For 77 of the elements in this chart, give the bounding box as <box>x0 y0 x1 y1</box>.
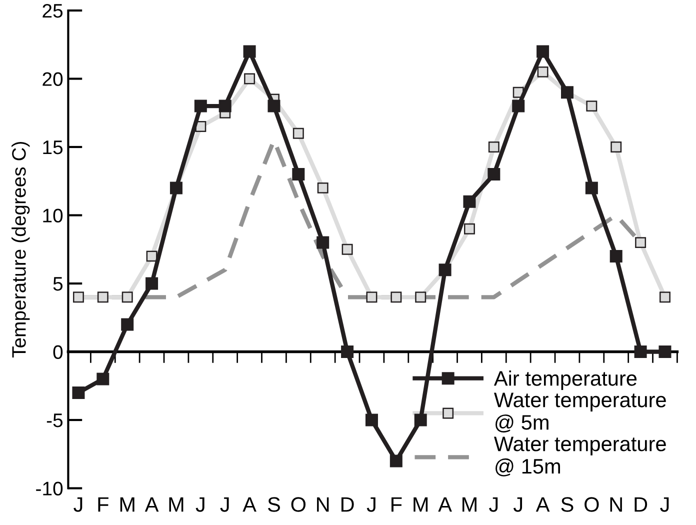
x-tick-label: M <box>462 497 476 512</box>
point <box>537 66 548 78</box>
x-tick-label: A <box>438 497 452 512</box>
x-tick-label: J <box>220 497 229 512</box>
x-tick-label: O <box>584 497 599 512</box>
point <box>122 292 133 303</box>
point <box>72 386 85 399</box>
point <box>488 168 500 181</box>
x-tick-label: A <box>242 497 256 512</box>
x-tick-label: A <box>536 497 550 512</box>
x-tick-label: D <box>634 497 648 512</box>
point <box>585 182 598 194</box>
point <box>610 142 622 152</box>
point <box>72 292 84 303</box>
point <box>317 182 328 194</box>
point <box>342 244 353 255</box>
x-tick-label: S <box>268 497 280 512</box>
point <box>512 100 525 112</box>
x-tick-label: F <box>392 497 402 512</box>
point <box>390 292 402 303</box>
y-axis-title: Temperature (degrees C) <box>12 142 30 358</box>
x-tick-label: N <box>610 497 622 512</box>
point <box>610 250 622 262</box>
x-tick-label: A <box>144 497 159 512</box>
point <box>146 250 158 262</box>
x-tick-label: J <box>366 497 376 512</box>
y-tick-label: 20 <box>42 72 63 86</box>
point <box>194 100 207 112</box>
y-tick-label: -10 <box>36 482 63 496</box>
point <box>218 100 232 112</box>
x-tick-label: J <box>660 497 669 512</box>
x-tick-label: J <box>196 497 204 512</box>
point <box>146 277 158 290</box>
y-tick-label: -5 <box>46 414 63 428</box>
x-tick-label: M <box>414 497 428 512</box>
legend-label: Water temperature @ 15m <box>494 436 666 476</box>
point <box>390 454 402 468</box>
point <box>635 237 646 248</box>
x-tick-label: J <box>74 497 82 512</box>
y-tick-label: 25 <box>42 4 63 18</box>
point <box>660 292 670 303</box>
y-tick-label: 15 <box>43 140 63 154</box>
y-tick-label: 10 <box>43 208 63 222</box>
point <box>341 346 354 358</box>
x-tick-label: S <box>561 497 574 512</box>
x-tick-label: O <box>291 497 306 512</box>
x-tick-label: M <box>120 497 134 512</box>
legend-label: Air temperature <box>494 370 637 390</box>
point <box>658 346 672 358</box>
point <box>488 142 500 152</box>
point <box>244 73 256 84</box>
x-tick-label: J <box>489 497 498 512</box>
x-tick-label: M <box>169 497 184 512</box>
y-tick-label: 0 <box>53 345 63 359</box>
point <box>414 414 427 426</box>
point <box>365 414 378 426</box>
point <box>268 100 280 112</box>
x-tick-label: N <box>317 497 329 512</box>
point <box>292 168 305 181</box>
point <box>536 45 550 58</box>
point <box>463 195 476 208</box>
x-tick-label: F <box>98 497 108 512</box>
point <box>634 346 647 358</box>
x-tick-label: D <box>341 497 354 512</box>
point <box>96 372 110 386</box>
x-tick-label: J <box>513 497 522 512</box>
point <box>366 292 378 303</box>
point <box>316 236 330 249</box>
point <box>121 318 134 331</box>
point <box>292 128 304 139</box>
y-tick-label: 5 <box>53 277 63 291</box>
legend-label: Water temperature @ 5m <box>494 392 666 432</box>
point <box>415 292 426 303</box>
point <box>586 100 598 112</box>
point <box>243 45 256 58</box>
point <box>97 292 108 303</box>
point <box>464 223 475 234</box>
